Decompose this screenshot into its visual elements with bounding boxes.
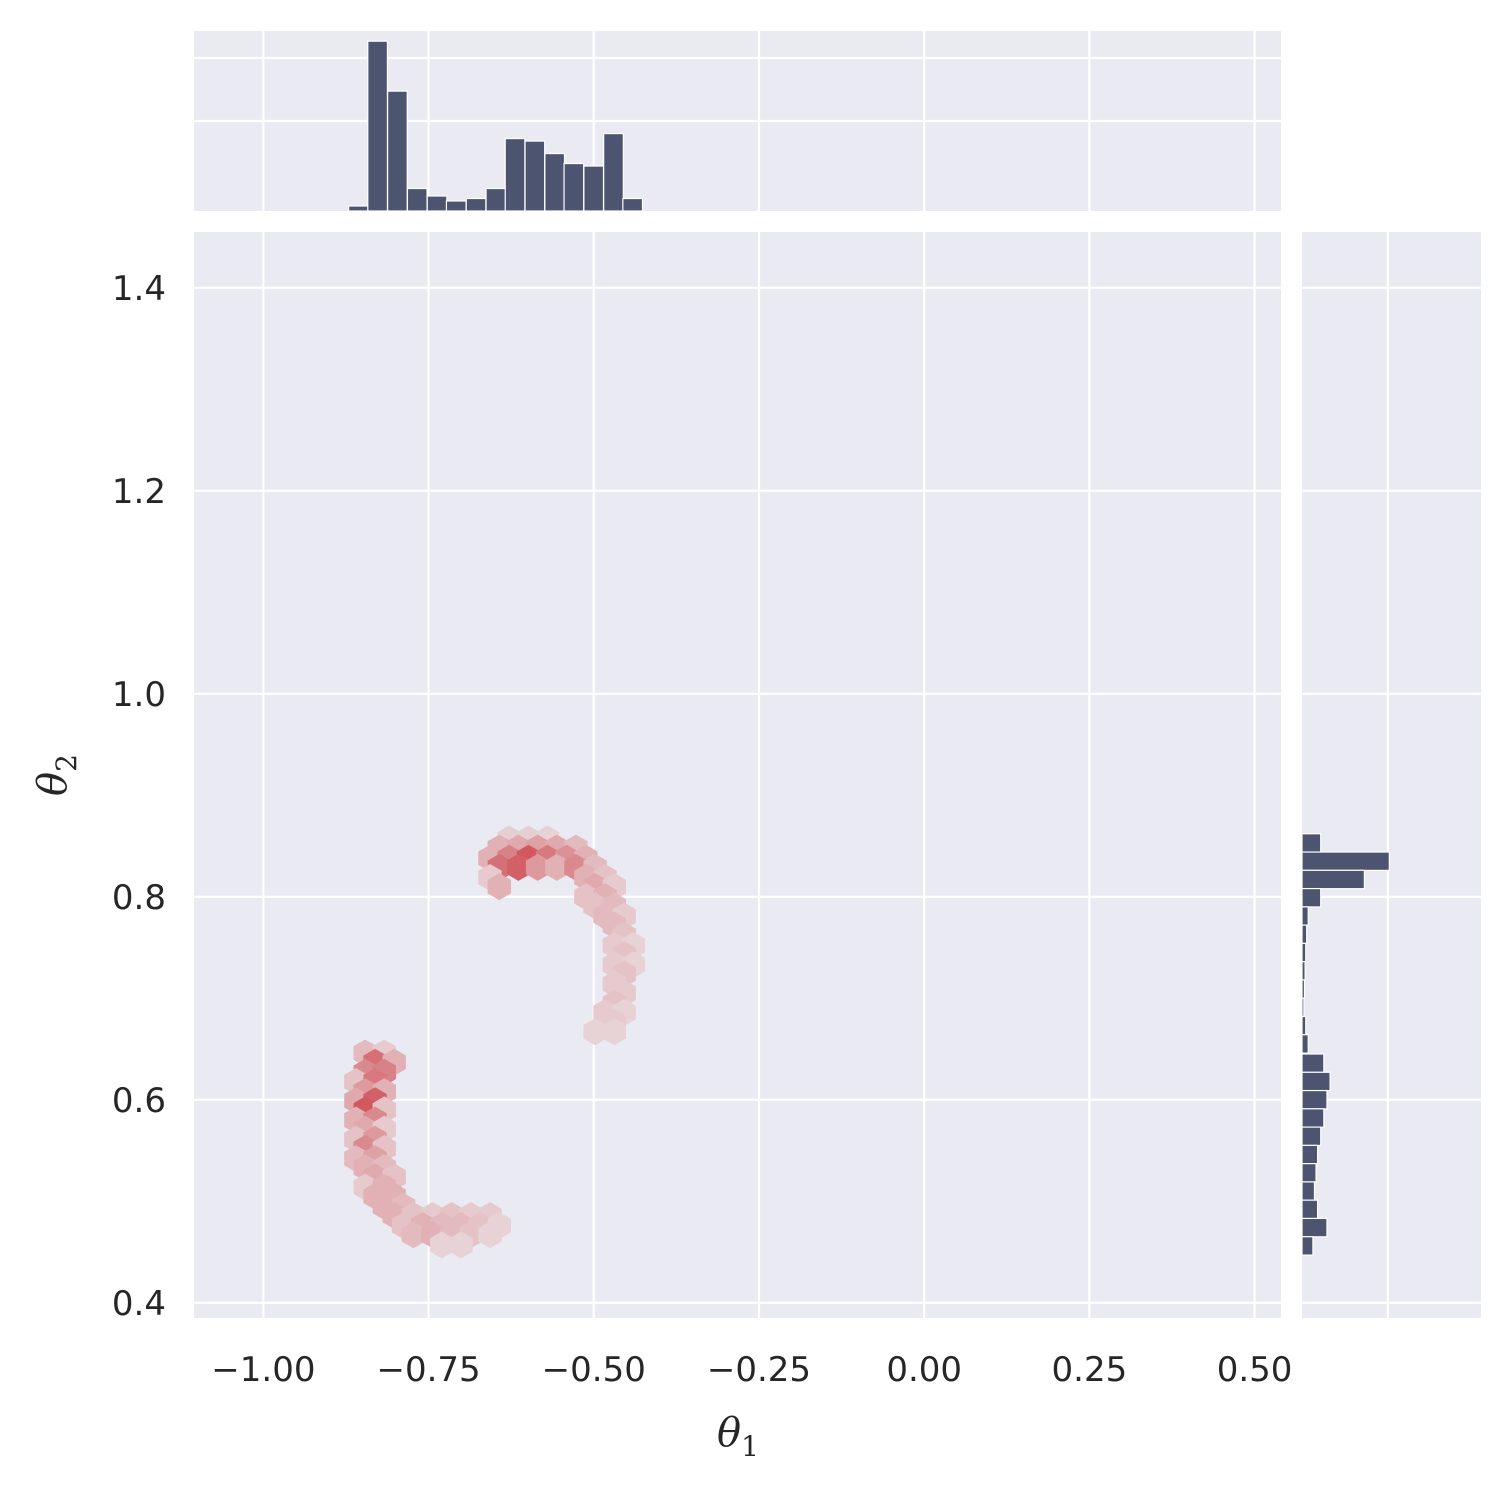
right-histogram-bar [1301, 1053, 1325, 1073]
hexbin-cell [430, 1231, 454, 1259]
right-histogram-bar [1301, 924, 1308, 945]
top-histogram-bar [485, 187, 507, 212]
y-tick-label: 0.4 [112, 1284, 166, 1324]
hexbin-cell [525, 853, 550, 881]
y-tick-label: 1.2 [112, 472, 166, 512]
x-tick-labels: −1.00 −0.75 −0.50 −0.25 0.00 0.25 0.50 [211, 1350, 1292, 1390]
right-histogram-bar [1301, 906, 1309, 926]
right-histogram-bar [1301, 1089, 1328, 1110]
top-histogram-bar [426, 195, 448, 212]
top-histogram-bar [406, 187, 428, 212]
top-histogram-bar [524, 140, 546, 212]
right-histogram-bar [1301, 997, 1305, 1018]
right-histogram-bar [1301, 979, 1306, 999]
top-histogram-bar [504, 137, 526, 212]
right-histogram-bar [1301, 1108, 1325, 1128]
top-histogram-bar [367, 40, 389, 212]
hexbin-cell [449, 1231, 473, 1259]
right-marginal-area [1302, 232, 1481, 1318]
hexbin-layer [344, 825, 646, 1259]
hexbin-cell [545, 853, 569, 881]
right-histogram-bar [1301, 1236, 1314, 1256]
y-tick-label: 0.6 [112, 1081, 166, 1121]
top-histogram-bar [348, 205, 369, 212]
right-histogram-bar [1301, 1199, 1319, 1220]
right-histogram-bar [1301, 1217, 1328, 1238]
right-marginal-grid [1302, 232, 1481, 1318]
x-tick-label: −0.75 [376, 1350, 480, 1390]
top-histogram-bar [387, 90, 408, 212]
right-histogram-bar [1301, 1144, 1319, 1165]
right-histogram-bar [1301, 887, 1322, 908]
right-marginal-histogram [1301, 833, 1390, 1256]
top-marginal-histogram [348, 40, 644, 212]
top-histogram-bar [544, 152, 566, 212]
y-tick-label: 1.4 [112, 269, 166, 309]
hexbin-cell [487, 873, 511, 901]
hexbin-cell [602, 1018, 626, 1046]
right-histogram-bar [1301, 942, 1307, 963]
top-histogram-bar [465, 197, 487, 212]
top-histogram-bar [603, 132, 624, 212]
x-tick-label: 0.25 [1052, 1350, 1128, 1390]
x-tick-label: −1.00 [211, 1350, 315, 1390]
x-tick-label: 0.00 [886, 1350, 962, 1390]
top-histogram-bar [563, 162, 585, 212]
right-histogram-bar [1301, 961, 1306, 981]
right-histogram-bar [1301, 869, 1365, 890]
right-histogram-bar [1301, 851, 1390, 872]
right-histogram-bar [1301, 1071, 1331, 1092]
right-histogram-bar [1301, 1181, 1316, 1201]
y-tick-label: 1.0 [112, 675, 166, 715]
right-histogram-bar [1301, 1163, 1317, 1183]
hexbin-cell [478, 1221, 502, 1249]
hexbin-cell [506, 853, 531, 881]
hexbin-cell [401, 1221, 426, 1249]
top-histogram-bar [445, 200, 467, 212]
right-histogram-bar [1301, 1015, 1307, 1036]
right-histogram-bar [1301, 1126, 1322, 1147]
right-histogram-bar [1301, 1034, 1309, 1054]
y-tick-label: 0.8 [112, 878, 166, 918]
top-histogram-bar [622, 197, 644, 212]
right-histogram-bar [1301, 833, 1322, 853]
x-axis-label: θ1 [717, 1410, 759, 1463]
y-axis-label: θ2 [30, 754, 83, 796]
x-tick-label: −0.50 [542, 1350, 646, 1390]
top-histogram-bar [583, 165, 605, 212]
x-tick-label: 0.50 [1217, 1350, 1293, 1390]
hexbin-cell [583, 1018, 607, 1046]
y-tick-labels: 0.4 0.6 0.8 1.0 1.2 1.4 [112, 269, 166, 1324]
x-tick-label: −0.25 [707, 1350, 811, 1390]
